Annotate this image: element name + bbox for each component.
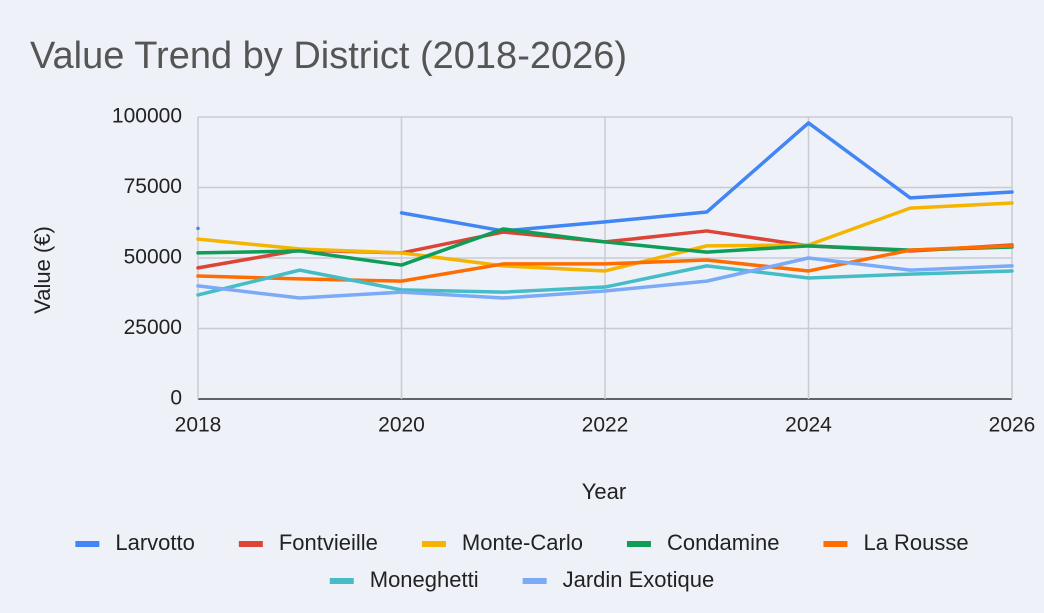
legend-item: Fontvieille — [238, 530, 378, 555]
legend-item: Moneghetti — [329, 567, 479, 592]
x-tick-label: 2020 — [378, 414, 425, 437]
legend-label: Monte-Carlo — [462, 530, 583, 555]
line — [196, 264, 1014, 297]
x-tick-label: 2024 — [785, 414, 832, 437]
line — [196, 256, 1014, 300]
legend-label: La Rousse — [863, 530, 968, 555]
legend-label: Larvotto — [115, 530, 195, 555]
legend-item: La Rousse — [823, 530, 969, 555]
legend-label: Fontvieille — [279, 530, 378, 555]
line — [196, 201, 1014, 273]
legend-label: Jardin Exotique — [563, 567, 715, 592]
y-tick-label: 0 — [170, 387, 182, 410]
x-tick-label: 2018 — [175, 414, 222, 437]
legend-label: Condamine — [667, 530, 780, 555]
x-tick-label: 2022 — [582, 414, 629, 437]
y-tick-label: 100000 — [112, 105, 182, 128]
legend-item: Larvotto — [75, 530, 195, 555]
line — [196, 244, 1014, 283]
line — [196, 227, 1014, 267]
legend-item: Monte-Carlo — [421, 530, 583, 555]
y-axis-label: Value (€) — [30, 226, 55, 314]
legend-item: Jardin Exotique — [522, 567, 715, 592]
legend-label: Moneghetti — [370, 567, 479, 592]
y-tick-label: 25000 — [124, 316, 182, 339]
x-axis-label: Year — [582, 479, 626, 504]
x-tick-label: 2026 — [989, 414, 1036, 437]
y-tick-label: 75000 — [124, 175, 182, 198]
legend-item: Condamine — [626, 530, 780, 555]
y-tick-label: 50000 — [124, 246, 182, 269]
chart-title: Value Trend by District (2018-2026) — [30, 35, 627, 77]
